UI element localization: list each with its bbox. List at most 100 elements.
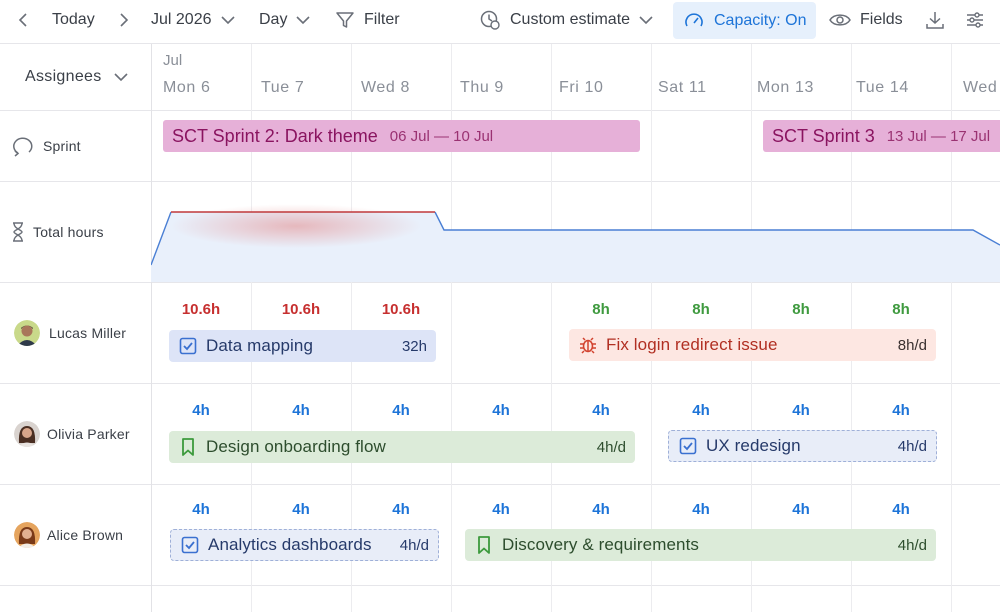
eye-icon [829, 14, 851, 26]
scale-label: Day [259, 11, 288, 28]
toolbar-divider [0, 43, 1000, 44]
capacity-label: Capacity: On [714, 11, 807, 29]
daily-hours-label: 8h [892, 301, 910, 318]
daily-hours-label: 4h [792, 402, 810, 419]
task-bar[interactable]: Discovery & requirements 4h/d [465, 529, 936, 561]
day-header: Sat 11 [658, 79, 707, 96]
download-icon [926, 12, 944, 29]
daily-hours-label: 4h [492, 501, 510, 518]
avatar [14, 320, 40, 346]
assignee-row-lucas[interactable]: Lucas Miller [14, 320, 126, 346]
row-divider [0, 484, 1000, 485]
sprint-bar[interactable]: SCT Sprint 2: Dark theme 06 Jul — 10 Jul [163, 120, 640, 152]
avatar [14, 421, 40, 447]
checkbox-icon [180, 535, 200, 555]
task-bar[interactable]: Fix login redirect issue 8h/d [569, 329, 936, 361]
daily-hours-label: 4h [792, 501, 810, 518]
row-divider [0, 383, 1000, 384]
row-divider [0, 110, 1000, 111]
assignee-row-olivia[interactable]: Olivia Parker [14, 421, 130, 447]
month-label: Jul [163, 52, 183, 69]
checkbox-icon [178, 336, 198, 356]
assignees-dropdown[interactable]: Assignees [25, 68, 128, 86]
prev-period-button[interactable] [18, 0, 28, 40]
column-divider [851, 44, 852, 612]
daily-hours-label: 4h [392, 501, 410, 518]
sprint-dates: 13 Jul — 17 Jul [886, 127, 991, 145]
settings-button[interactable] [965, 0, 985, 40]
today-label: Today [52, 11, 95, 28]
sprint-label: Sprint [43, 138, 81, 154]
column-divider [751, 44, 752, 612]
export-button[interactable] [925, 0, 945, 40]
daily-hours-label: 4h [592, 402, 610, 419]
capacity-toggle[interactable]: Capacity: On [673, 2, 817, 39]
chevron-left-icon [18, 13, 27, 27]
task-bar[interactable]: Data mapping 32h [169, 330, 436, 362]
task-name: Analytics dashboards [208, 535, 372, 554]
sprint-name: SCT Sprint 3 [772, 125, 875, 146]
task-bar[interactable]: Design onboarding flow 4h/d [169, 431, 635, 463]
column-divider [151, 44, 152, 612]
task-estimate: 4h/d [399, 536, 429, 554]
chevron-down-icon [639, 16, 653, 25]
total-hours-chart [151, 204, 1000, 282]
hours-line-normal [151, 211, 1000, 266]
assignee-name: Olivia Parker [47, 426, 130, 442]
toolbar: Today Jul 2026 Day Filter Custom estimat… [0, 0, 1000, 42]
task-estimate: 32h [401, 337, 427, 355]
daily-hours-label: 8h [692, 301, 710, 318]
sprint-bar[interactable]: SCT Sprint 3 13 Jul — 17 Jul [763, 120, 1000, 152]
task-estimate: 4h/d [897, 437, 927, 455]
row-divider [0, 181, 1000, 182]
fields-label: Fields [860, 11, 903, 28]
row-divider [0, 585, 1000, 586]
sprint-name: SCT Sprint 2: Dark theme [172, 125, 378, 146]
estimate-dropdown[interactable]: Custom estimate [479, 0, 653, 40]
sprint-cycle-icon [13, 137, 33, 157]
hourglass-icon [13, 222, 23, 242]
task-name: Data mapping [206, 336, 314, 355]
daily-hours-label: 4h [192, 501, 210, 518]
period-label: Jul 2026 [151, 11, 212, 28]
row-divider [0, 282, 1000, 283]
estimate-label: Custom estimate [510, 11, 631, 28]
task-estimate: 4h/d [596, 438, 626, 456]
daily-hours-label: 4h [892, 402, 910, 419]
column-divider [951, 44, 952, 612]
sprint-dates: 06 Jul — 10 Jul [389, 127, 494, 145]
task-name: Discovery & requirements [502, 535, 700, 554]
daily-hours-label: 4h [892, 501, 910, 518]
column-divider [551, 44, 552, 612]
assignee-row-alice[interactable]: Alice Brown [14, 522, 123, 548]
next-period-button[interactable] [119, 0, 129, 40]
daily-hours-label: 10.6h [281, 301, 321, 318]
filter-button[interactable]: Filter [335, 0, 400, 40]
day-header: Tue 14 [856, 79, 909, 96]
filter-label: Filter [364, 11, 400, 28]
task-bar[interactable]: Analytics dashboards 4h/d [170, 529, 439, 561]
filter-icon [336, 12, 354, 28]
chevron-down-icon [296, 16, 311, 25]
day-header: Fri 10 [559, 79, 604, 96]
assignee-name: Lucas Miller [49, 325, 127, 341]
scale-dropdown[interactable]: Day [259, 0, 311, 40]
today-button[interactable]: Today [52, 0, 95, 40]
period-dropdown[interactable]: Jul 2026 [151, 0, 235, 40]
checkbox-icon [678, 436, 698, 456]
daily-hours-label: 4h [692, 501, 710, 518]
task-name: Fix login redirect issue [606, 335, 778, 354]
day-header: Wed [963, 79, 998, 96]
bookmark-icon [474, 535, 494, 555]
chevron-down-icon [113, 73, 128, 82]
task-name: Design onboarding flow [206, 437, 386, 456]
daily-hours-label: 4h [192, 402, 210, 419]
assignee-name: Alice Brown [47, 527, 124, 543]
chevron-down-icon [220, 16, 235, 25]
bug-icon [578, 335, 598, 355]
sliders-icon [967, 12, 983, 28]
task-bar[interactable]: UX redesign 4h/d [668, 430, 937, 462]
fields-button[interactable]: Fields [829, 0, 903, 40]
column-divider [651, 44, 652, 612]
task-estimate: 4h/d [897, 536, 927, 554]
